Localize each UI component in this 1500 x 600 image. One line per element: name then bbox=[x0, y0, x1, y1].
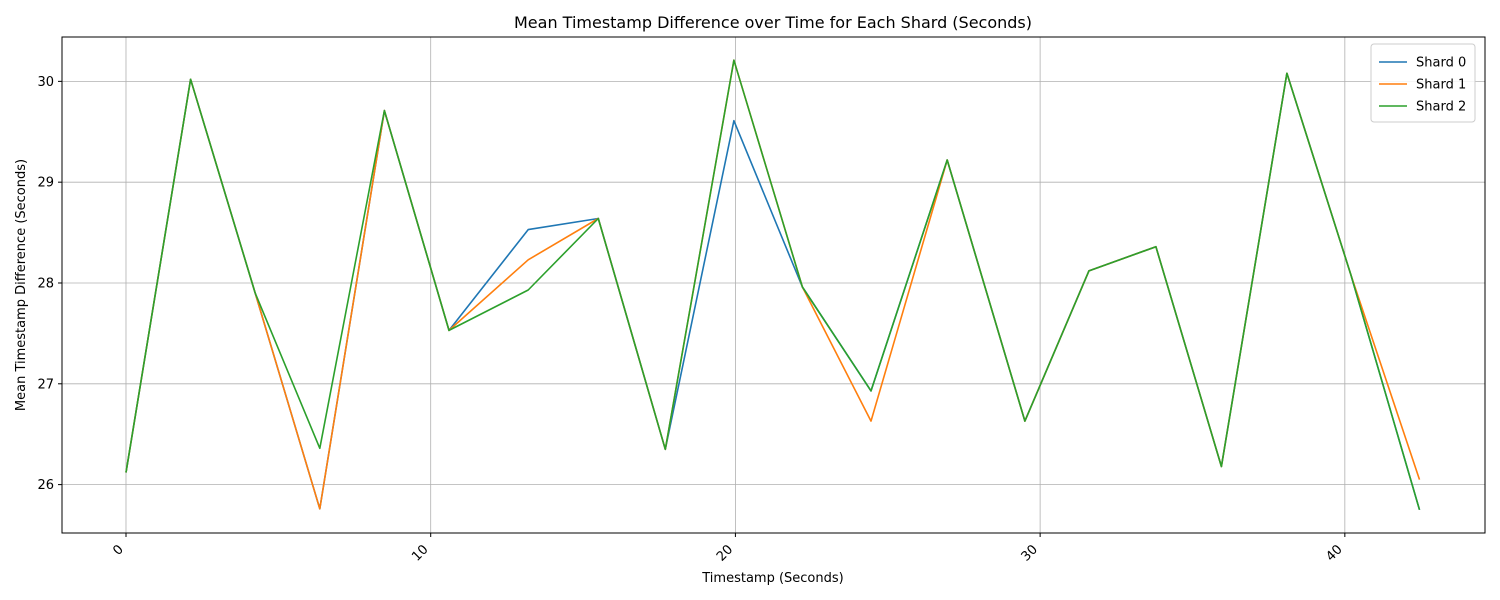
chart-title: Mean Timestamp Difference over Time for … bbox=[514, 13, 1032, 32]
y-tick-label: 28 bbox=[37, 276, 54, 291]
series-layer bbox=[125, 59, 1421, 511]
series-line-shard-2 bbox=[125, 59, 1421, 511]
y-tick-label: 26 bbox=[37, 478, 54, 493]
legend-label: Shard 1 bbox=[1416, 78, 1466, 93]
grid bbox=[62, 37, 1485, 533]
legend-box bbox=[1370, 43, 1476, 123]
x-tick-label: 0 bbox=[110, 542, 126, 558]
x-axis-ticks: 0 10 20 30 40 bbox=[110, 533, 1346, 565]
legend: Shard 0 Shard 1 Shard 2 bbox=[1370, 43, 1476, 123]
x-tick-label: 40 bbox=[1323, 542, 1345, 564]
y-tick-label: 27 bbox=[37, 377, 54, 392]
y-axis-ticks: 26 27 28 29 30 bbox=[37, 75, 62, 493]
x-tick-label: 30 bbox=[1019, 542, 1041, 564]
y-tick-label: 29 bbox=[37, 176, 54, 191]
legend-label: Shard 0 bbox=[1416, 56, 1466, 71]
plot-frame bbox=[61, 36, 1486, 534]
x-tick-label: 10 bbox=[409, 542, 431, 564]
x-tick-label: 20 bbox=[714, 542, 736, 564]
y-tick-label: 30 bbox=[37, 75, 54, 90]
y-axis-label: Mean Timestamp Difference (Seconds) bbox=[14, 159, 29, 411]
x-axis-label: Timestamp (Seconds) bbox=[701, 571, 843, 586]
legend-label: Shard 2 bbox=[1416, 100, 1466, 115]
